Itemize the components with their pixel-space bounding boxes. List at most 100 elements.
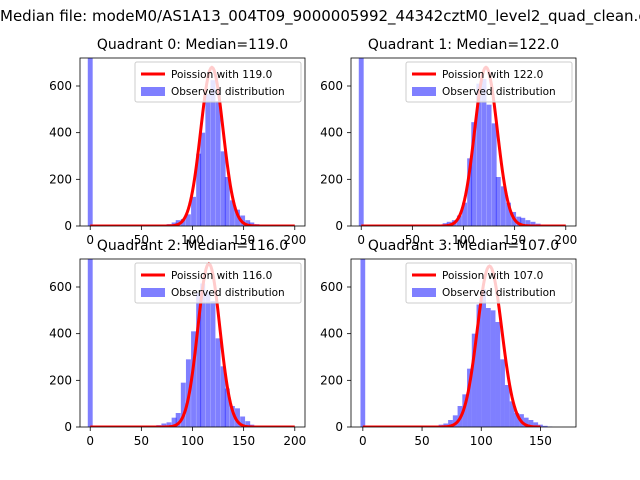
histogram-bar	[528, 420, 534, 427]
x-tick-label: 200	[283, 233, 306, 247]
x-tick-label: 150	[529, 434, 552, 448]
y-tick-label: 400	[320, 327, 343, 341]
x-tick-label: 200	[554, 233, 577, 247]
plot-area	[360, 259, 553, 427]
legend-box	[405, 262, 573, 304]
quadrant-3-chart: 0 50 100 150 0 200 400 600 Quadrant 3: Median=10…	[320, 238, 577, 448]
poisson-curve	[362, 264, 541, 427]
quadrant-0-chart: 0 50 100 150 200 0 200 400 600 Quadrant 0: Median…	[49, 37, 306, 247]
histogram-bar	[533, 422, 539, 427]
histogram-bar-zero	[87, 259, 93, 427]
histogram-bar	[180, 219, 186, 226]
histogram-bar	[229, 406, 235, 427]
legend-observed-swatch	[412, 288, 436, 297]
x-tick-label: 50	[405, 233, 420, 247]
histogram-bar-zero	[358, 58, 364, 226]
histogram-bar	[220, 366, 226, 427]
x-tick-label: 50	[134, 233, 149, 247]
histogram-bar	[240, 416, 246, 427]
y-tick-label: 0	[335, 420, 343, 434]
x-tick-label: 100	[181, 233, 204, 247]
histogram-bar	[220, 151, 226, 226]
histogram-bar	[506, 202, 511, 226]
histogram-bar-zero	[360, 259, 366, 427]
y-tick-label: 200	[49, 373, 72, 387]
histogram-bar	[166, 422, 172, 427]
histogram-bar	[516, 216, 522, 226]
histogram-bar	[523, 417, 529, 427]
y-tick-label: 0	[64, 219, 72, 233]
y-tick-label: 600	[49, 79, 72, 93]
histogram-bar	[500, 359, 505, 427]
y-tick-label: 0	[64, 420, 72, 434]
histogram-bar	[161, 423, 167, 427]
x-tick-label: 0	[86, 434, 94, 448]
y-tick-label: 600	[320, 280, 343, 294]
histogram-bar	[200, 132, 206, 226]
histogram-bar	[191, 331, 196, 427]
histogram-bar	[476, 83, 482, 226]
histogram-bar	[462, 202, 467, 226]
quadrant-2-chart: 0 50 100 150 200 0 200 400 600 Quadrant 2: Median…	[49, 238, 306, 448]
panel-title: Quadrant 1: Median=122.0	[368, 37, 559, 53]
panel-title: Quadrant 2: Median=116.0	[97, 238, 288, 254]
legend-observed-label: Observed distribution	[442, 287, 556, 299]
y-tick-label: 400	[49, 327, 72, 341]
histogram-bar	[224, 177, 230, 226]
x-tick-label: 0	[357, 233, 365, 247]
y-tick-label: 200	[320, 373, 343, 387]
panel-title: Quadrant 0: Median=119.0	[97, 37, 288, 53]
y-tick-label: 400	[49, 126, 72, 140]
histogram-bar	[452, 415, 458, 427]
histogram-bar	[514, 413, 520, 427]
histogram-bar	[542, 425, 548, 427]
histogram-bar	[171, 417, 177, 427]
legend-poisson-label: Poission with 107.0	[442, 270, 543, 282]
panel-title: Quadrant 3: Median=107.0	[368, 238, 559, 254]
y-tick-label: 200	[49, 172, 72, 186]
histogram-bar	[448, 420, 453, 427]
legend-box	[405, 61, 573, 103]
y-tick-label: 200	[320, 172, 343, 186]
legend-poisson-label: Poission with 119.0	[171, 69, 272, 81]
histogram-bar	[467, 158, 473, 226]
legend-observed-swatch	[141, 288, 165, 297]
histogram-bar-zero	[87, 58, 93, 226]
histogram-bar	[509, 401, 515, 427]
x-tick-label: 200	[283, 434, 306, 448]
legend-poisson-label: Poission with 122.0	[442, 69, 543, 81]
histogram-bar	[205, 291, 211, 427]
x-tick-label: 100	[470, 434, 493, 448]
legend-observed-label: Observed distribution	[442, 86, 556, 98]
histogram-bar	[490, 310, 496, 427]
x-tick-label: 150	[232, 233, 255, 247]
histogram-bar	[210, 301, 216, 427]
histogram-bar	[245, 220, 251, 226]
histogram-bar	[191, 196, 196, 226]
histogram-bar	[235, 408, 240, 427]
axes-frame	[350, 258, 577, 428]
histogram-bar	[215, 101, 221, 226]
histogram-bar	[471, 333, 477, 427]
histogram-bar	[229, 200, 235, 226]
histogram-bar	[495, 177, 501, 226]
y-tick-label: 0	[335, 219, 343, 233]
histogram-bar	[481, 289, 486, 427]
histogram-bar	[215, 338, 221, 427]
histogram-bar	[471, 122, 477, 226]
plot-area	[87, 259, 295, 427]
x-tick-label: 50	[134, 434, 149, 448]
plot-area	[358, 58, 566, 226]
x-tick-label: 0	[86, 233, 94, 247]
histogram-bar	[495, 322, 501, 427]
histogram-bar	[476, 304, 482, 427]
quadrant-1-chart: 0 50 100 150 200 0 200 400 600 Quadrant 1: Median…	[320, 37, 577, 247]
y-tick-label: 600	[49, 280, 72, 294]
y-tick-label: 400	[320, 126, 343, 140]
histogram-bar	[486, 104, 492, 226]
histogram-bar	[185, 214, 191, 226]
x-tick-label: 150	[503, 233, 526, 247]
y-tick-label: 600	[320, 79, 343, 93]
histogram-bar	[486, 308, 491, 427]
